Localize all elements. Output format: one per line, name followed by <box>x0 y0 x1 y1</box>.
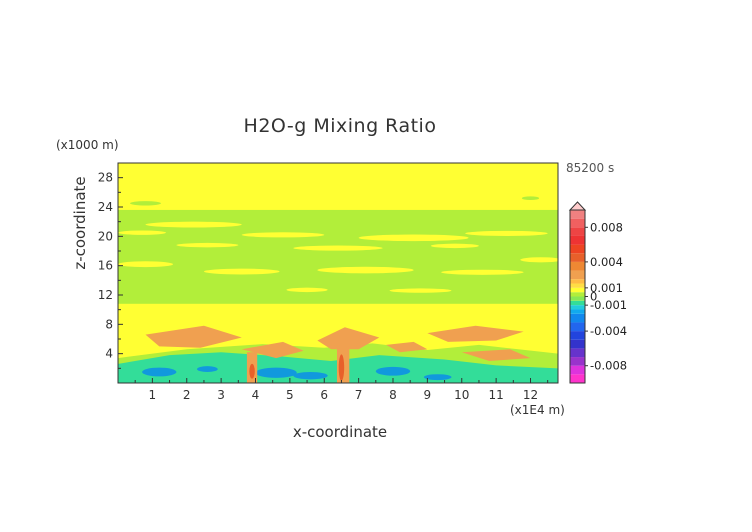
y-tick-label: 4 <box>105 347 113 361</box>
colorbar-band <box>570 339 585 349</box>
colorbar-band <box>570 357 585 366</box>
colorbar-band <box>570 244 585 254</box>
x-tick-label: 8 <box>389 388 397 402</box>
field-yellow-patch <box>317 266 414 274</box>
field-orange-plume <box>386 341 428 353</box>
colorbar-band <box>570 296 585 301</box>
colorbar-band <box>570 365 585 375</box>
colorbar-band <box>570 235 585 245</box>
colorbar-band <box>570 292 585 297</box>
x-tick-label: 12 <box>523 388 538 402</box>
field-yellow-patch <box>358 234 469 242</box>
x-tick-label: 4 <box>252 388 260 402</box>
field-orange-plume <box>461 349 531 361</box>
colorbar-band <box>570 322 585 332</box>
field-yellow-patch <box>465 230 548 236</box>
colorbar-band <box>570 313 585 323</box>
y-tick-label: 16 <box>98 259 113 273</box>
x-tick-label: 10 <box>454 388 469 402</box>
field-red-core <box>338 354 345 381</box>
colorbar-tick-label: 0.001 <box>590 281 623 295</box>
field-red-core <box>249 363 255 379</box>
x-axis-unit: (x1E4 m) <box>510 403 565 417</box>
field-orange-plume <box>317 327 380 350</box>
colorbar-band <box>570 348 585 358</box>
chart-title: H2O-g Mixing Ratio <box>243 115 437 137</box>
colorbar-band <box>570 287 585 293</box>
x-tick-label: 5 <box>286 388 294 402</box>
y-tick-label: 12 <box>98 288 113 302</box>
colorbar-tick-label: -0.004 <box>590 324 627 338</box>
colorbar-band <box>570 283 585 288</box>
field-yellow-patch <box>389 288 452 293</box>
plot-frame <box>117 162 559 384</box>
x-tick-label: 3 <box>217 388 225 402</box>
x-tick-label: 2 <box>183 388 191 402</box>
colorbar-band <box>570 305 585 310</box>
colorbar-tick-label: 0.008 <box>590 220 623 234</box>
colorbar-band <box>570 218 585 228</box>
field-yellow-patch <box>441 269 524 275</box>
field-yellow-patch <box>145 221 242 228</box>
field-blue-core <box>423 374 452 381</box>
field-blue-core <box>375 366 411 376</box>
colorbar-tick-label: 0.004 <box>590 255 623 269</box>
y-tick-label: 28 <box>98 171 113 185</box>
field-yellow-patch <box>118 230 167 235</box>
field-green-patch <box>130 201 161 206</box>
colorbar-band <box>570 374 585 383</box>
colorbar-tick-label: -0.001 <box>590 298 627 312</box>
x-tick-label: 7 <box>355 388 363 402</box>
colorbar-band <box>570 261 585 271</box>
colorbar-tick-label: -0.008 <box>590 359 627 373</box>
heatmap-field <box>118 163 558 383</box>
field-yellow-patch <box>241 232 325 238</box>
x-tick-label: 1 <box>149 388 157 402</box>
field-green-patch <box>521 196 540 201</box>
field-yellow-patch <box>203 268 280 275</box>
colorbar-band <box>570 227 585 236</box>
colorbar-tick-label: 0 <box>590 290 597 304</box>
colorbar-extend-arrow <box>568 201 587 211</box>
field-orange-plume <box>145 325 242 348</box>
field-blue-core <box>142 367 177 377</box>
colorbar-band <box>570 300 585 306</box>
x-tick-label: 11 <box>488 388 503 402</box>
field-blue-core <box>293 372 328 380</box>
field-orange-plume <box>241 341 304 359</box>
field-yellow-patch <box>293 245 383 251</box>
colorbar-band <box>570 210 585 219</box>
y-tick-label: 24 <box>98 200 113 214</box>
x-tick-label: 9 <box>424 388 432 402</box>
field-yellow-patch <box>286 287 328 293</box>
field-yellow-patch <box>430 243 479 249</box>
x-tick-label: 6 <box>320 388 328 402</box>
y-axis-unit: (x1000 m) <box>56 138 119 152</box>
y-tick-label: 8 <box>105 317 113 331</box>
colorbar-band <box>570 253 585 262</box>
field-blue-core <box>255 367 297 378</box>
field-yellow-patch <box>520 257 558 263</box>
colorbar-band <box>570 331 585 340</box>
field-blue-core <box>197 366 218 373</box>
colorbar-band <box>570 309 585 314</box>
colorbar-band <box>570 270 585 280</box>
time-label: 85200 s <box>566 161 615 175</box>
y-tick-label: 20 <box>98 229 113 243</box>
field-yellow-patch <box>176 242 239 248</box>
field-yellow-patch <box>118 261 173 268</box>
x-axis-label: x-coordinate <box>292 423 388 441</box>
colorbar-band <box>570 279 585 284</box>
field-orange-plume <box>427 325 524 342</box>
